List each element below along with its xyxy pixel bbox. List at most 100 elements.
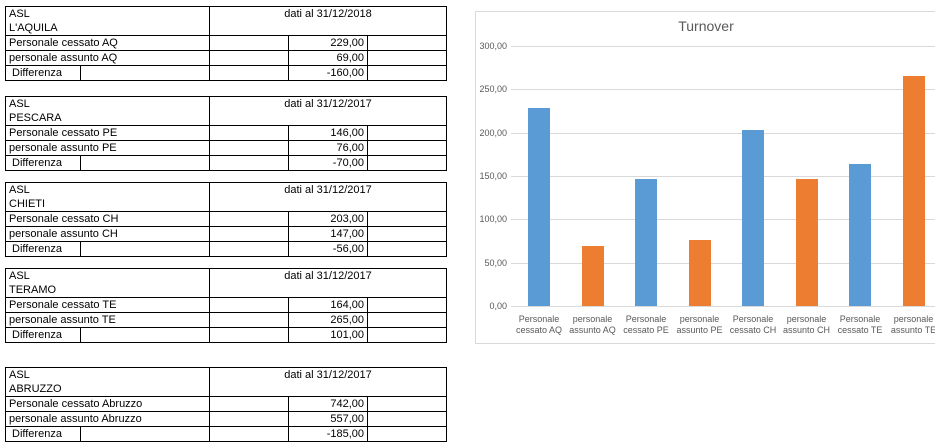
empty-cell[interactable] bbox=[367, 297, 447, 313]
y-axis-tick-label: 200,00 bbox=[479, 127, 507, 138]
asl-table-pescara: ASL PESCARA dati al 31/12/2017 Personale… bbox=[5, 96, 447, 171]
empty-cell[interactable] bbox=[367, 396, 447, 412]
date-header-cell[interactable]: dati al 31/12/2017 bbox=[209, 182, 447, 212]
empty-cell[interactable] bbox=[209, 426, 289, 442]
value-cell[interactable]: 76,00 bbox=[288, 140, 368, 156]
asl-table-teramo: ASL TERAMO dati al 31/12/2017 Personale … bbox=[5, 268, 447, 343]
bar-personale-cessato-aq bbox=[528, 107, 550, 306]
empty-cell[interactable] bbox=[367, 327, 447, 343]
empty-cell[interactable] bbox=[367, 140, 447, 156]
value-cell[interactable]: 742,00 bbox=[288, 396, 368, 412]
region-header-cell[interactable]: ASL ABRUZZO bbox=[5, 367, 210, 397]
region-header-cell[interactable]: ASL PESCARA bbox=[5, 96, 210, 126]
empty-cell[interactable] bbox=[209, 327, 289, 343]
row-label-cell[interactable]: Personale cessato AQ bbox=[5, 35, 210, 51]
diff-subcell[interactable] bbox=[81, 243, 206, 256]
empty-cell[interactable] bbox=[209, 297, 289, 313]
value-cell[interactable]: 229,00 bbox=[288, 35, 368, 51]
empty-cell[interactable] bbox=[209, 35, 289, 51]
empty-cell[interactable] bbox=[209, 125, 289, 141]
table-row: Differenza -185,00 bbox=[5, 426, 447, 442]
empty-cell[interactable] bbox=[209, 50, 289, 66]
x-axis-category-label: Personale cessato PE bbox=[623, 314, 669, 335]
turnover-chart[interactable]: Turnover 0,00 50,00 100,00 150,00 200,00 250,… bbox=[475, 11, 935, 344]
region-name: L'AQUILA bbox=[9, 22, 58, 34]
bar-personale-cessato-pe bbox=[635, 179, 657, 306]
value-cell[interactable]: 69,00 bbox=[288, 50, 368, 66]
empty-cell[interactable] bbox=[367, 65, 447, 81]
value-cell[interactable]: -70,00 bbox=[288, 155, 368, 171]
value-cell[interactable]: 147,00 bbox=[288, 226, 368, 242]
date-header-cell[interactable]: dati al 31/12/2017 bbox=[209, 268, 447, 298]
value-cell[interactable]: -160,00 bbox=[288, 65, 368, 81]
row-label-cell[interactable]: personale assunto CH bbox=[5, 226, 210, 242]
bar-personale-assunto-ch bbox=[795, 178, 818, 306]
empty-cell[interactable] bbox=[209, 140, 289, 156]
region-header-cell[interactable]: ASL TERAMO bbox=[5, 268, 210, 298]
empty-cell[interactable] bbox=[367, 312, 447, 328]
bar-personale-cessato-ch bbox=[742, 130, 764, 306]
empty-cell[interactable] bbox=[367, 411, 447, 427]
row-label-cell[interactable]: Personale cessato PE bbox=[5, 125, 210, 141]
region-header-cell[interactable]: ASL L'AQUILA bbox=[5, 6, 210, 36]
table-row: personale assunto Abruzzo 557,00 bbox=[5, 411, 447, 427]
diff-subcell[interactable] bbox=[81, 428, 206, 441]
diff-label: Differenza bbox=[9, 328, 81, 342]
table-row: Personale cessato AQ 229,00 bbox=[5, 35, 447, 51]
empty-cell[interactable] bbox=[209, 312, 289, 328]
row-label-cell[interactable]: personale assunto Abruzzo bbox=[5, 411, 210, 427]
value-cell[interactable]: 557,00 bbox=[288, 411, 368, 427]
empty-cell[interactable] bbox=[209, 211, 289, 227]
empty-cell[interactable] bbox=[367, 50, 447, 66]
empty-cell[interactable] bbox=[209, 396, 289, 412]
row-label-cell[interactable]: Personale cessato CH bbox=[5, 211, 210, 227]
date-header-cell[interactable]: dati al 31/12/2017 bbox=[209, 96, 447, 126]
date-header-cell[interactable]: dati al 31/12/2018 bbox=[209, 6, 447, 36]
row-label-cell[interactable]: personale assunto PE bbox=[5, 140, 210, 156]
date-header-cell[interactable]: dati al 31/12/2017 bbox=[209, 367, 447, 397]
row-label-cell[interactable]: Differenza bbox=[5, 426, 210, 442]
row-label-cell[interactable]: Differenza bbox=[5, 327, 210, 343]
row-label-cell[interactable]: Differenza bbox=[5, 241, 210, 257]
y-axis-tick-label: 250,00 bbox=[479, 84, 507, 95]
row-label-cell[interactable]: Personale cessato Abruzzo bbox=[5, 396, 210, 412]
value-cell[interactable]: -56,00 bbox=[288, 241, 368, 257]
gridline bbox=[511, 176, 935, 177]
empty-cell[interactable] bbox=[367, 125, 447, 141]
bar-personale-assunto-te bbox=[902, 76, 925, 306]
empty-cell[interactable] bbox=[209, 241, 289, 257]
asl-table-chieti: ASL CHIETI dati al 31/12/2017 Personale … bbox=[5, 182, 447, 257]
row-label-cell[interactable]: Differenza bbox=[5, 155, 210, 171]
region-header-cell[interactable]: ASL CHIETI bbox=[5, 182, 210, 212]
empty-cell[interactable] bbox=[367, 211, 447, 227]
region-name: TERAMO bbox=[9, 284, 57, 296]
value-cell[interactable]: -185,00 bbox=[288, 426, 368, 442]
value-cell[interactable]: 101,00 bbox=[288, 327, 368, 343]
asl-label: ASL bbox=[9, 98, 30, 110]
table-row: Personale cessato TE 164,00 bbox=[5, 297, 447, 313]
diff-subcell[interactable] bbox=[81, 157, 206, 170]
table-row: personale assunto TE 265,00 bbox=[5, 312, 447, 328]
empty-cell[interactable] bbox=[367, 226, 447, 242]
value-cell[interactable]: 146,00 bbox=[288, 125, 368, 141]
value-cell[interactable]: 203,00 bbox=[288, 211, 368, 227]
empty-cell[interactable] bbox=[367, 35, 447, 51]
diff-subcell[interactable] bbox=[81, 329, 206, 342]
empty-cell[interactable] bbox=[209, 411, 289, 427]
empty-cell[interactable] bbox=[209, 155, 289, 171]
row-label-cell[interactable]: Personale cessato TE bbox=[5, 297, 210, 313]
value-cell[interactable]: 265,00 bbox=[288, 312, 368, 328]
row-label-cell[interactable]: personale assunto TE bbox=[5, 312, 210, 328]
x-axis-category-label: personale assunto PE bbox=[676, 314, 723, 335]
empty-cell[interactable] bbox=[367, 155, 447, 171]
empty-cell[interactable] bbox=[209, 226, 289, 242]
row-label-cell[interactable]: Differenza bbox=[5, 65, 210, 81]
diff-subcell[interactable] bbox=[81, 67, 206, 80]
empty-cell[interactable] bbox=[209, 65, 289, 81]
empty-cell[interactable] bbox=[367, 426, 447, 442]
bar-personale-assunto-pe bbox=[688, 240, 711, 306]
row-label-cell[interactable]: personale assunto AQ bbox=[5, 50, 210, 66]
diff-label: Differenza bbox=[9, 427, 81, 441]
value-cell[interactable]: 164,00 bbox=[288, 297, 368, 313]
empty-cell[interactable] bbox=[367, 241, 447, 257]
